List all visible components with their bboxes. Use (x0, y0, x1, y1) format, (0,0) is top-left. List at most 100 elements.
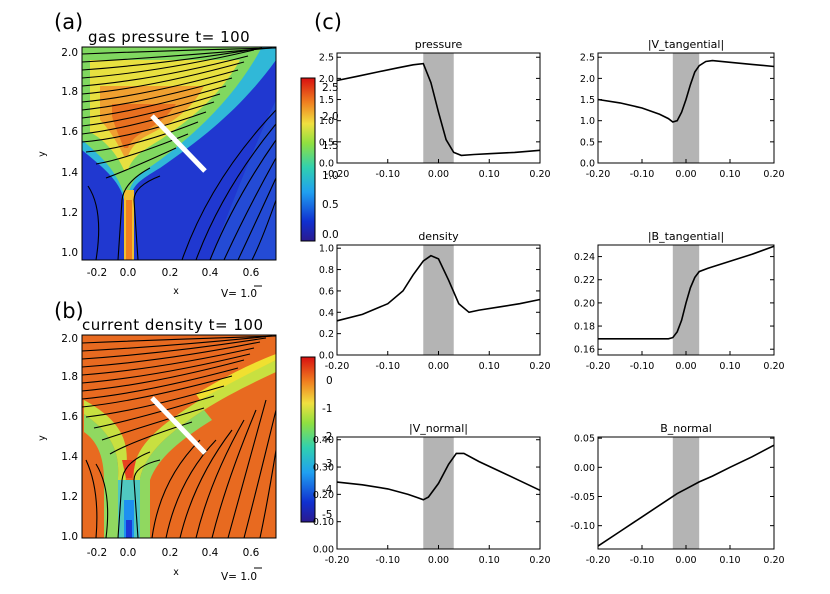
panel-a-cbar-tick: 0.5 (322, 199, 339, 211)
chart-title: |B_tangential| (648, 230, 724, 243)
panel-b-cbar-tick: -1 (322, 403, 332, 415)
panel-b-x-tick: -0.2 (87, 547, 108, 559)
x-tick-label: -0.10 (375, 361, 400, 372)
x-tick-label: 0.20 (529, 361, 550, 372)
panel-a-heatmap (82, 47, 276, 260)
shaded-region (672, 53, 700, 163)
y-tick-label: 0.05 (574, 434, 595, 445)
panel-a-cut-line (150, 114, 207, 173)
panel-a-x-tick: 0.0 (120, 267, 137, 279)
x-tick-label: -0.10 (375, 555, 400, 566)
x-tick-label: 0.20 (529, 169, 550, 180)
panel-a-x-tick: 0.2 (162, 267, 179, 279)
y-tick-label: 0.2 (319, 329, 334, 340)
x-tick-label: -0.20 (586, 169, 611, 180)
x-tick-label: 0.00 (675, 555, 696, 566)
panel-b-cbar-tick: -2 (322, 431, 332, 443)
panel-b-y-tick: 1.4 (61, 451, 78, 463)
series-line (597, 444, 775, 547)
y-tick-label: 0.0 (319, 159, 334, 170)
y-tick-label: 0.00 (574, 463, 595, 474)
panel-b-x-label: x (173, 567, 179, 578)
y-tick-label: 0.30 (313, 463, 334, 474)
panel-a-cbar-tick: 1.5 (322, 140, 339, 152)
panel-a-x-axis: -0.2 0.0 0.2 0.4 0.6 (87, 267, 260, 279)
panel-a-cbar-tick: 0.0 (322, 229, 339, 241)
panel-a-y-axis: 1.0 1.2 1.4 1.6 1.8 2.0 (61, 47, 78, 259)
panel-c-letter: (c) (314, 10, 342, 34)
y-tick-label: 1.5 (319, 95, 334, 106)
chart-title: |V_tangential| (648, 38, 724, 51)
panel-a-velocity-label: V= 1.0 (221, 288, 257, 300)
panel-a-frame (81, 46, 277, 261)
x-tick-label: 0.00 (428, 555, 449, 566)
panel-a-y-tick: 1.0 (61, 247, 78, 259)
series-line (336, 452, 541, 501)
x-tick-label: -0.20 (586, 361, 611, 372)
panel-a-x-tick: 0.6 (243, 267, 260, 279)
shaded-region (423, 437, 454, 549)
shaded-region (423, 53, 454, 163)
panel-a-cbar-tick: 2.5 (322, 82, 339, 94)
line-chart-6: B_normal 0.05 0.00 -0.05 -0.10 -0.20 -0.10 0.00… (570, 422, 784, 566)
x-tick-label: -0.20 (586, 555, 611, 566)
y-tick-label: 0.8 (319, 265, 334, 276)
panel-b-velocity-label: V= 1.0 (221, 571, 257, 583)
line-chart-5: |V_normal|0.400.300.200.100.00-0.20 -0.10… (313, 422, 551, 566)
y-tick-label: 0.24 (574, 252, 595, 263)
series-line (336, 254, 541, 322)
panel-a-x-label: x (173, 286, 179, 297)
x-tick-label: -0.10 (630, 361, 655, 372)
panel-b-y-tick: 1.6 (61, 411, 78, 423)
panel-b-y-tick: 1.2 (61, 491, 78, 503)
chart-title: pressure (415, 38, 463, 51)
panel-a-colorbar-ticks: 2.5 2.0 1.5 1.0 0.5 0.0 (322, 82, 339, 241)
x-tick-label: 0.00 (428, 169, 449, 180)
y-tick-label: 2.5 (319, 53, 334, 64)
y-tick-label: 0.20 (574, 298, 595, 309)
y-tick-label: 1.0 (580, 116, 595, 127)
y-tick-label: 2.0 (580, 74, 595, 85)
y-tick-label: 0.0 (580, 159, 595, 170)
y-tick-label: 0.40 (313, 435, 334, 446)
y-tick-label: 0.4 (319, 308, 334, 319)
panel-a-y-tick: 1.8 (61, 86, 78, 98)
panel-a-x-tick: -0.2 (87, 267, 108, 279)
panel-b-field-lines (82, 335, 276, 538)
y-tick-label: 0.5 (319, 137, 334, 148)
panel-b-x-tick: 0.4 (202, 547, 219, 559)
panel-a-y-label: y (37, 151, 48, 157)
chart-title: |V_normal| (409, 422, 468, 435)
panel-a-x-tick: 0.4 (202, 267, 219, 279)
x-tick-label: 0.10 (479, 169, 500, 180)
y-tick-label: 0.5 (580, 137, 595, 148)
panel-b-colorbar (300, 356, 316, 523)
panel-b-y-axis: 1.0 1.2 1.4 1.6 1.8 2.0 (61, 333, 78, 543)
chart-title: density (418, 230, 459, 243)
panel-b-cbar-tick: -3 (322, 458, 332, 470)
panel-b-x-tick: 0.0 (120, 547, 137, 559)
x-tick-label: -0.20 (325, 555, 350, 566)
y-tick-label: 1.0 (319, 244, 334, 255)
series-line (336, 62, 541, 157)
panel-b-cbar-tick: 0 (326, 375, 333, 387)
x-tick-label: 0.10 (479, 361, 500, 372)
x-tick-label: 0.10 (719, 555, 740, 566)
panel-a-y-tick: 1.2 (61, 207, 78, 219)
panel-b-title: current density t= 100 (82, 316, 264, 334)
x-tick-label: 0.20 (763, 169, 784, 180)
y-tick-label: 0.6 (319, 286, 334, 297)
x-tick-label: 0.10 (719, 361, 740, 372)
shaded-region (423, 245, 454, 355)
x-tick-label: 0.20 (529, 555, 550, 566)
panel-a-y-tick: 2.0 (61, 47, 78, 59)
panel-b-colorbar-ticks: 0 -1 -2 -3 -4 -5 (322, 375, 333, 521)
chart-title: B_normal (660, 422, 712, 435)
panel-a-title: gas pressure t= 100 (88, 28, 250, 46)
y-tick-label: 0.22 (574, 275, 595, 286)
panel-a-letter: (a) (54, 10, 83, 34)
x-tick-label: -0.20 (325, 169, 350, 180)
y-tick-label: 0.00 (313, 545, 334, 556)
panel-a-cbar-tick: 2.0 (322, 111, 339, 123)
